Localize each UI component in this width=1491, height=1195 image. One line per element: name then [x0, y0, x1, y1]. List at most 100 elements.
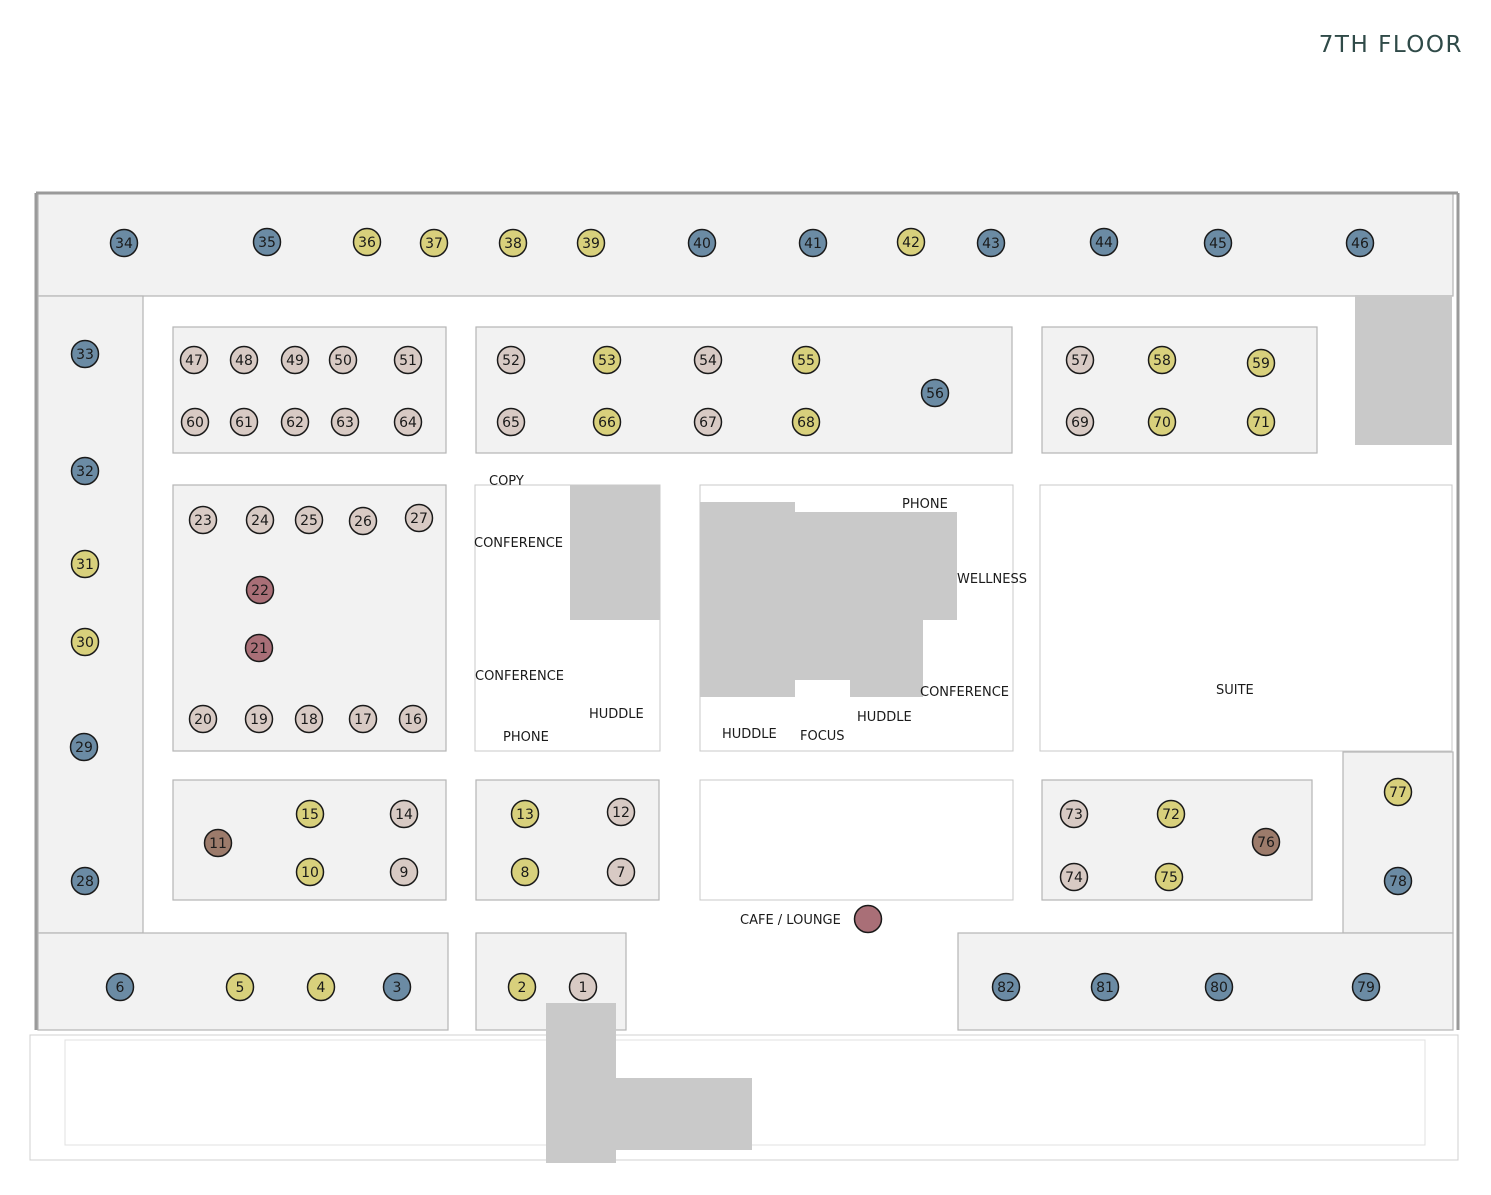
desk-marker-8[interactable]: 8: [510, 857, 540, 887]
desk-marker-34[interactable]: 34: [109, 228, 139, 258]
desk-marker-55[interactable]: 55: [791, 345, 821, 375]
marker-number: 64: [399, 415, 417, 431]
desk-marker-22[interactable]: 22: [245, 575, 275, 605]
marker-circle: [1156, 799, 1186, 829]
desk-marker-38[interactable]: 38: [498, 228, 528, 258]
desk-marker-4[interactable]: 4: [306, 972, 336, 1002]
desk-marker-49[interactable]: 49: [280, 345, 310, 375]
desk-marker-24[interactable]: 24: [245, 505, 275, 535]
desk-marker-67[interactable]: 67: [693, 407, 723, 437]
desk-marker-19[interactable]: 19: [244, 704, 274, 734]
desk-marker-31[interactable]: 31: [70, 549, 100, 579]
desk-marker-45[interactable]: 45: [1203, 228, 1233, 258]
desk-marker-3[interactable]: 3: [382, 972, 412, 1002]
desk-marker-58[interactable]: 58: [1147, 345, 1177, 375]
marker-circle: [507, 972, 537, 1002]
desk-marker-71[interactable]: 71: [1246, 407, 1276, 437]
desk-marker-57[interactable]: 57: [1065, 345, 1095, 375]
desk-marker-54[interactable]: 54: [693, 345, 723, 375]
desk-marker-69[interactable]: 69: [1065, 407, 1095, 437]
desk-marker-14[interactable]: 14: [389, 799, 419, 829]
marker-number: 38: [504, 236, 522, 252]
desk-marker-65[interactable]: 65: [496, 407, 526, 437]
marker-circle: [1065, 407, 1095, 437]
desk-marker-61[interactable]: 61: [229, 407, 259, 437]
desk-marker-46[interactable]: 46: [1345, 228, 1375, 258]
desk-marker-81[interactable]: 81: [1090, 972, 1120, 1002]
desk-marker-75[interactable]: 75: [1154, 862, 1184, 892]
desk-marker-6[interactable]: 6: [105, 972, 135, 1002]
desk-marker-18[interactable]: 18: [294, 704, 324, 734]
desk-marker-16[interactable]: 16: [398, 704, 428, 734]
marker-circle: [976, 228, 1006, 258]
desk-marker-20[interactable]: 20: [188, 704, 218, 734]
marker-circle: [592, 345, 622, 375]
desk-marker-70[interactable]: 70: [1147, 407, 1177, 437]
desk-marker-50[interactable]: 50: [328, 345, 358, 375]
marker-number: 69: [1071, 415, 1089, 431]
desk-marker-11[interactable]: 11: [203, 828, 233, 858]
desk-marker-73[interactable]: 73: [1059, 799, 1089, 829]
desk-marker-10[interactable]: 10: [295, 857, 325, 887]
desk-marker-64[interactable]: 64: [393, 407, 423, 437]
desk-marker-62[interactable]: 62: [280, 407, 310, 437]
marker-circle: [496, 407, 526, 437]
desk-marker-80[interactable]: 80: [1204, 972, 1234, 1002]
desk-marker-40[interactable]: 40: [687, 228, 717, 258]
desk-marker-59[interactable]: 59: [1246, 348, 1276, 378]
desk-marker-39[interactable]: 39: [576, 228, 606, 258]
desk-marker-29[interactable]: 29: [69, 732, 99, 762]
desk-marker-44[interactable]: 44: [1089, 227, 1119, 257]
perimeter-offices: [34, 191, 1460, 1031]
desk-marker-82[interactable]: 82: [991, 972, 1021, 1002]
marker-circle: [1345, 228, 1375, 258]
desk-marker-9[interactable]: 9: [389, 857, 419, 887]
cafe-lounge-marker[interactable]: [853, 904, 883, 934]
marker-circle: [188, 704, 218, 734]
desk-marker-28[interactable]: 28: [70, 866, 100, 896]
desk-marker-21[interactable]: 21: [244, 633, 274, 663]
desk-marker-37[interactable]: 37: [419, 228, 449, 258]
desk-marker-78[interactable]: 78: [1383, 866, 1413, 896]
desk-marker-25[interactable]: 25: [294, 505, 324, 535]
desk-marker-12[interactable]: 12: [606, 797, 636, 827]
desk-marker-13[interactable]: 13: [510, 799, 540, 829]
desk-marker-63[interactable]: 63: [330, 407, 360, 437]
desk-marker-5[interactable]: 5: [225, 972, 255, 1002]
marker-circle: [393, 345, 423, 375]
marker-circle: [393, 407, 423, 437]
desk-marker-17[interactable]: 17: [348, 704, 378, 734]
marker-circle: [225, 972, 255, 1002]
desk-marker-76[interactable]: 76: [1251, 827, 1281, 857]
desk-marker-53[interactable]: 53: [592, 345, 622, 375]
desk-marker-56[interactable]: 56: [920, 378, 950, 408]
desk-marker-1[interactable]: 1: [568, 972, 598, 1002]
desk-marker-33[interactable]: 33: [70, 339, 100, 369]
desk-marker-51[interactable]: 51: [393, 345, 423, 375]
desk-marker-60[interactable]: 60: [180, 407, 210, 437]
desk-marker-72[interactable]: 72: [1156, 799, 1186, 829]
desk-marker-35[interactable]: 35: [252, 227, 282, 257]
desk-marker-27[interactable]: 27: [404, 503, 434, 533]
desk-marker-68[interactable]: 68: [791, 407, 821, 437]
desk-marker-77[interactable]: 77: [1383, 777, 1413, 807]
floor-title: 7TH FLOOR: [1318, 32, 1463, 58]
desk-marker-52[interactable]: 52: [496, 345, 526, 375]
marker-number: 41: [804, 236, 822, 252]
desk-marker-79[interactable]: 79: [1351, 972, 1381, 1002]
desk-marker-42[interactable]: 42: [896, 227, 926, 257]
desk-marker-2[interactable]: 2: [507, 972, 537, 1002]
desk-marker-30[interactable]: 30: [70, 627, 100, 657]
desk-marker-48[interactable]: 48: [229, 345, 259, 375]
desk-marker-32[interactable]: 32: [70, 456, 100, 486]
desk-marker-41[interactable]: 41: [798, 228, 828, 258]
desk-marker-36[interactable]: 36: [352, 227, 382, 257]
desk-marker-74[interactable]: 74: [1059, 862, 1089, 892]
desk-marker-47[interactable]: 47: [179, 345, 209, 375]
desk-marker-43[interactable]: 43: [976, 228, 1006, 258]
desk-marker-26[interactable]: 26: [348, 506, 378, 536]
desk-marker-66[interactable]: 66: [592, 407, 622, 437]
desk-marker-7[interactable]: 7: [606, 857, 636, 887]
desk-marker-23[interactable]: 23: [188, 505, 218, 535]
desk-marker-15[interactable]: 15: [295, 799, 325, 829]
